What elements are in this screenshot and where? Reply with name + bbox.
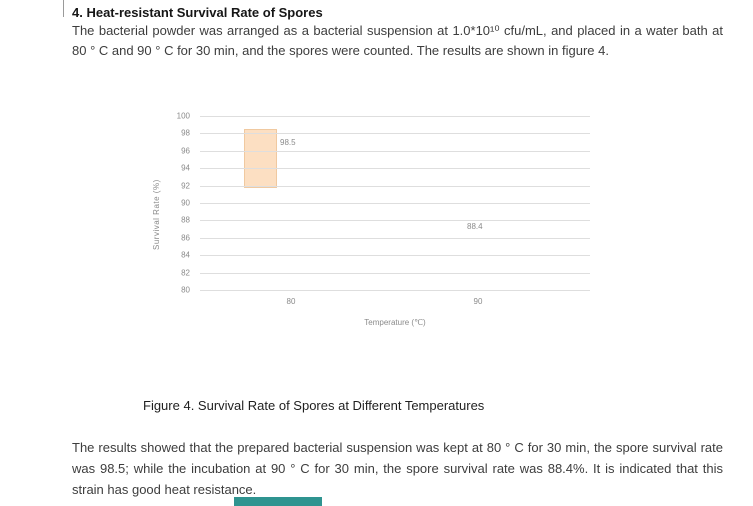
y-tick-label: 86 — [181, 233, 190, 243]
y-tick-label: 96 — [181, 146, 190, 156]
gridline — [200, 150, 590, 152]
section-heading: 4. Heat-resistant Survival Rate of Spore… — [72, 5, 323, 20]
bar-80c — [244, 129, 277, 189]
page-footer-marker — [234, 497, 322, 506]
data-label-90c: 88.4 — [467, 222, 483, 231]
gridline — [200, 290, 590, 291]
figure-bar-chart: Survival Rate (%) 100 98 96 94 92 90 88 86 84 82 8… — [140, 105, 610, 337]
gridline — [200, 203, 590, 204]
paragraph-methods: The bacterial powder was arranged as a b… — [72, 23, 723, 58]
paragraph-results: The results showed that the prepared bac… — [72, 440, 723, 497]
y-tick-label: 94 — [181, 163, 190, 173]
gridline — [200, 237, 590, 239]
x-tick-90: 90 — [473, 297, 483, 306]
figure-caption: Figure 4. Survival Rate of Spores at Dif… — [143, 398, 485, 413]
y-tick-label: 80 — [181, 285, 190, 295]
data-label-80c: 98.5 — [280, 138, 296, 147]
gridline — [200, 133, 590, 135]
y-tick-label: 92 — [181, 181, 190, 191]
gridline — [200, 220, 590, 222]
plot-area: 98.5 88.4 — [200, 116, 590, 291]
y-axis: 100 98 96 94 92 90 88 86 84 82 80 — [160, 112, 190, 295]
y-tick-label: 98 — [181, 128, 190, 138]
x-tick-80: 80 — [286, 297, 296, 306]
y-tick-label: 90 — [181, 198, 190, 208]
gridline — [200, 255, 590, 257]
gridline — [200, 168, 590, 170]
gridline — [200, 116, 590, 117]
y-tick-label: 100 — [176, 111, 190, 121]
gridline — [200, 185, 590, 187]
x-axis-title: Temperature (℃) — [364, 318, 426, 327]
text-cursor-line — [63, 0, 64, 17]
y-tick-label: 82 — [181, 268, 190, 278]
gridline — [200, 272, 590, 274]
y-tick-label: 88 — [181, 215, 190, 225]
y-tick-label: 84 — [181, 250, 190, 260]
